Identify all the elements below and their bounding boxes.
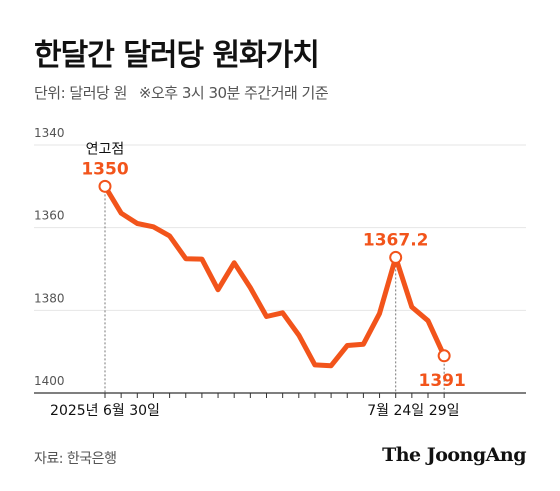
data-label-0: 1350 bbox=[81, 159, 128, 179]
grid-layer bbox=[34, 144, 526, 311]
time-note: ※오후 3시 30분 주간거래 기준 bbox=[138, 84, 329, 102]
source-note: 자료: 한국은행 bbox=[34, 451, 117, 467]
x-tick-label-0: 2025년 6월 30일 bbox=[50, 403, 160, 419]
data-labels: 1350 연고점 1367.2 1391 bbox=[81, 141, 465, 390]
data-label-21: 1391 bbox=[418, 371, 465, 391]
y-tick-labels: 1340 1360 1380 1400 bbox=[34, 126, 65, 388]
point-marker-0 bbox=[98, 179, 112, 193]
chart-title: 한달간 달러당 원화가치 bbox=[34, 38, 320, 73]
y-tick-1400: 1400 bbox=[34, 374, 65, 388]
unit-note: 단위: 달러당 원 bbox=[34, 84, 127, 102]
x-tick-label-18: 7월 24일 bbox=[367, 403, 424, 419]
brand-logo: The JoongAng bbox=[382, 444, 526, 466]
y-tick-1360: 1360 bbox=[34, 209, 65, 223]
x-axis: 2025년 6월 30일 7월 24일 29일 bbox=[34, 392, 526, 419]
point-markers bbox=[98, 179, 451, 363]
x-tick-label-21: 29일 bbox=[429, 403, 460, 419]
series-line-layer bbox=[102, 183, 447, 369]
point-marker-18 bbox=[389, 250, 403, 264]
chart-subtitle: 단위: 달러당 원 ※오후 3시 30분 주간거래 기준 bbox=[34, 82, 329, 103]
point-marker-21 bbox=[437, 349, 451, 363]
annotation-label-0: 연고점 bbox=[86, 141, 125, 157]
y-tick-1340: 1340 bbox=[34, 126, 65, 140]
guide-lines bbox=[104, 186, 445, 393]
y-tick-1380: 1380 bbox=[34, 291, 65, 305]
series-line bbox=[102, 183, 447, 369]
data-label-18: 1367.2 bbox=[363, 230, 429, 250]
